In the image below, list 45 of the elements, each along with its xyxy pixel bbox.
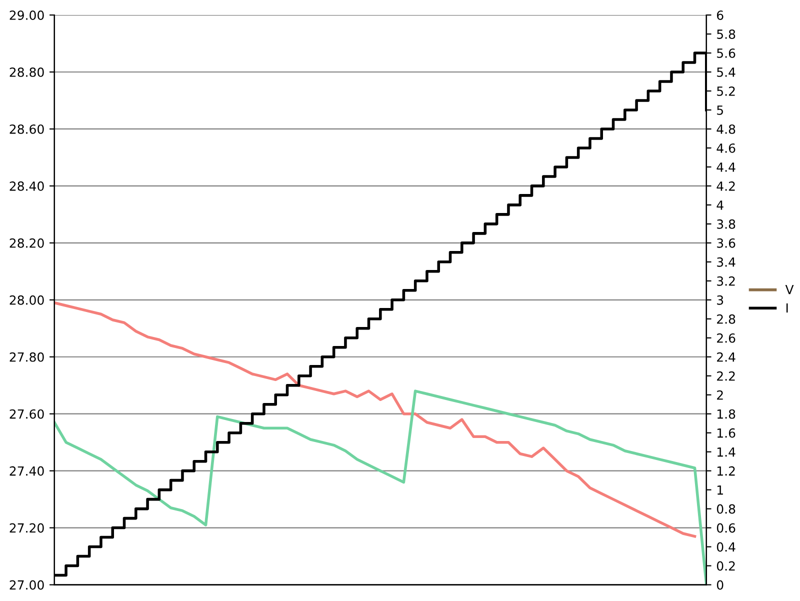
y2-tick-label: 3.6	[717, 238, 736, 248]
y-tick-label: 29.00	[10, 10, 44, 20]
y2-tick-label: 1	[717, 485, 723, 495]
y-tick-label: 28.40	[10, 181, 44, 191]
y2-tick-label: 2.4	[717, 352, 736, 362]
y2-tick-label: 5.4	[717, 68, 736, 77]
y-tick-label: 28.60	[10, 124, 44, 134]
y-tick-label: 28.00	[10, 295, 44, 305]
y2-tick-label: 0.4	[716, 542, 736, 552]
legend-label: I	[786, 303, 788, 313]
y2-tick-label: 4.2	[716, 181, 735, 191]
y2-tick-label: 3	[717, 295, 724, 305]
y2-tick-label: 5.8	[717, 29, 736, 39]
y2-tick-label: 6	[716, 10, 724, 20]
y2-tick-label: 1.8	[717, 409, 736, 419]
y2-tick-label: 0.8	[716, 504, 736, 514]
y2-tick-label: 1.6	[717, 428, 736, 438]
y2-tick-label: 2	[717, 390, 723, 400]
y2-tick-label: 2.8	[717, 314, 736, 324]
y2-tick-label: 3.4	[717, 257, 736, 267]
legend-label: V	[785, 285, 794, 294]
y2-tick-label: 3.2	[717, 276, 735, 286]
y-tick-label: 28.80	[10, 67, 44, 77]
y2-tick-label: 0.6	[716, 523, 736, 533]
y2-tick-label: 1.2	[717, 466, 735, 476]
y-tick-label: 27.60	[10, 409, 44, 419]
y2-tick-label: 5.2	[717, 86, 735, 96]
y-tick-label: 27.20	[10, 523, 44, 533]
y-tick-label: 27.00	[10, 580, 44, 590]
y2-tick-label: 4.4	[716, 162, 736, 172]
y-tick-label: 27.40	[10, 466, 44, 476]
y2-tick-label: 3.8	[717, 219, 736, 229]
y2-tick-label: 0	[716, 580, 724, 590]
y2-tick-label: 4.6	[716, 143, 736, 153]
y2-tick-label: 5	[717, 106, 723, 115]
y-tick-label: 28.20	[10, 238, 44, 248]
y2-tick-label: 0.2	[716, 561, 735, 571]
y2-tick-label: 5.6	[717, 48, 736, 58]
y-tick-label: 27.80	[10, 352, 44, 362]
y2-tick-label: 4.8	[716, 124, 736, 134]
y2-tick-label: 2.2	[717, 371, 735, 381]
y2-tick-label: 1.4	[717, 447, 736, 457]
line-series	[54, 301, 696, 538]
y2-tick-label: 4	[716, 200, 724, 210]
y2-tick-label: 2.6	[717, 333, 736, 343]
